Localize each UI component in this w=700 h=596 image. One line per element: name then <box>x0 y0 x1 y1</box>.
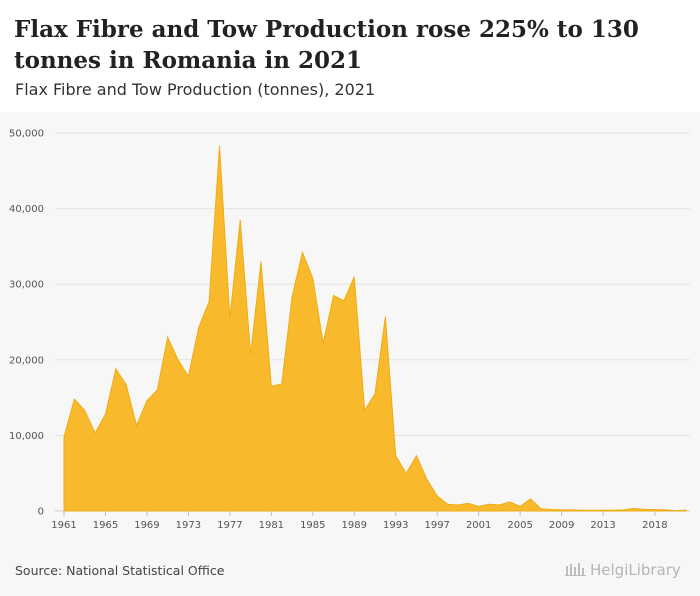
y-tick-label: 20,000 <box>9 355 44 366</box>
y-tick-label: 10,000 <box>9 431 44 442</box>
x-axis-ticks: 1961 1965 1969 1973 1977 1981 1985 1989 1993 1997… <box>51 511 668 531</box>
x-tick-label: 1997 <box>424 520 449 531</box>
y-tick-label: 50,000 <box>9 129 44 140</box>
x-tick-label: 1989 <box>342 520 367 531</box>
y-tick-label: 0 <box>38 507 44 518</box>
series-area <box>63 145 687 512</box>
library-icon <box>565 563 586 576</box>
x-tick-label: 1981 <box>259 520 284 531</box>
y-tick-label: 40,000 <box>9 204 44 215</box>
x-tick-label: 1969 <box>134 520 159 531</box>
x-tick-label: 1977 <box>217 520 242 531</box>
x-tick-label: 2018 <box>642 520 667 531</box>
x-tick-label: 1993 <box>383 520 408 531</box>
x-tick-label: 2001 <box>466 520 491 531</box>
source-note: Source: National Statistical Office <box>15 563 225 578</box>
logo-text: HelgiLibrary <box>590 561 681 579</box>
x-tick-label: 1973 <box>176 520 201 531</box>
x-tick-label: 2005 <box>507 520 532 531</box>
chart-title: Flax Fibre and Tow Production rose 225% … <box>14 16 639 74</box>
area-chart: 0 10,000 20,000 30,000 40,000 50,000 1961 1965… <box>9 129 690 531</box>
x-tick-label: 2013 <box>590 520 615 531</box>
y-axis-ticks: 0 10,000 20,000 30,000 40,000 50,000 <box>9 129 44 518</box>
chart-subtitle: Flax Fibre and Tow Production (tonnes), … <box>15 80 376 99</box>
area-series-production <box>63 145 687 512</box>
brand-logo[interactable]: HelgiLibrary <box>565 561 681 579</box>
y-tick-label: 30,000 <box>9 280 44 291</box>
x-tick-label: 2009 <box>549 520 574 531</box>
x-tick-label: 1965 <box>93 520 118 531</box>
x-tick-label: 1985 <box>300 520 325 531</box>
x-tick-label: 1961 <box>51 520 76 531</box>
header: Flax Fibre and Tow Production rose 225% … <box>0 0 700 112</box>
